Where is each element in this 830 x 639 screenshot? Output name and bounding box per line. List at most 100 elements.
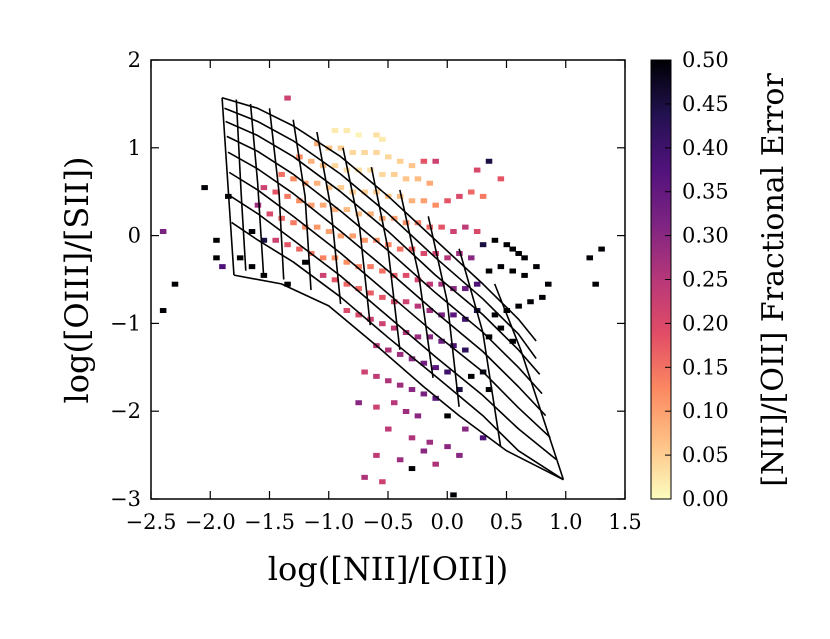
heatmap-cell-162 xyxy=(426,334,434,340)
x-tick-label: −2.0 xyxy=(185,510,236,534)
heatmap-cell-84 xyxy=(408,246,416,252)
heatmap-cell-87 xyxy=(444,255,451,261)
heatmap-cell-42 xyxy=(396,193,404,199)
heatmap-cell-59 xyxy=(367,211,374,217)
heatmap-cell-78 xyxy=(337,233,345,239)
colorbar-tick-label: 0.10 xyxy=(682,399,729,423)
heatmap-cell-158 xyxy=(379,321,386,327)
y-tick-label: −2 xyxy=(110,399,141,423)
heatmap-cell-107 xyxy=(367,264,374,270)
heatmap-cell-95 xyxy=(521,255,528,261)
heatmap-cell-125 xyxy=(592,281,599,287)
colorbar-tick-label: 0.15 xyxy=(682,355,729,379)
heatmap-cell-183 xyxy=(408,387,416,393)
colorbar-tick-label: 0.30 xyxy=(682,224,729,248)
heatmap-cell-133 xyxy=(302,259,309,265)
model-grid-line-b-6 xyxy=(342,147,372,326)
heatmap-cell-122 xyxy=(545,281,552,287)
heatmap-cell-17 xyxy=(485,158,493,164)
heatmap-cell-153 xyxy=(171,281,179,287)
heatmap-cell-3 xyxy=(355,132,362,138)
heatmap-cell-101 xyxy=(296,246,303,252)
heatmap-cell-116 xyxy=(473,281,481,287)
heatmap-cell-127 xyxy=(213,255,220,261)
heatmap-cell-69 xyxy=(201,185,208,191)
heatmap-cell-113 xyxy=(438,281,445,287)
heatmap-cell-0 xyxy=(284,95,291,101)
heatmap-cell-203 xyxy=(408,466,416,472)
heatmap-cell-80 xyxy=(361,237,368,243)
heatmap-cell-138 xyxy=(367,290,374,296)
heatmap-cell-196 xyxy=(408,435,416,441)
colorbar-tick-label: 0.45 xyxy=(682,92,729,116)
heatmap-cell-128 xyxy=(219,264,226,270)
heatmap-cell-188 xyxy=(373,404,380,410)
heatmap-cell-10 xyxy=(361,149,368,155)
heatmap-cell-134 xyxy=(319,272,327,278)
heatmap-cell-156 xyxy=(355,312,362,318)
heatmap-cell-165 xyxy=(462,347,469,353)
heatmap-cell-115 xyxy=(462,286,469,292)
heatmap-cell-71 xyxy=(254,202,262,208)
heatmap-cell-123 xyxy=(586,255,594,261)
heatmap-cell-96 xyxy=(159,229,167,234)
heatmap-cell-90 xyxy=(479,242,487,248)
heatmap-cell-148 xyxy=(491,312,499,318)
heatmap-cell-184 xyxy=(420,391,428,397)
model-grid-line-b-5 xyxy=(316,131,342,305)
heatmap-cell-85 xyxy=(420,250,428,256)
heatmap-cell-27 xyxy=(402,176,410,182)
heatmap-cell-185 xyxy=(432,395,439,401)
heatmap-cell-79 xyxy=(349,233,357,239)
heatmap-cell-181 xyxy=(385,378,392,384)
y-axis-ticks: −3 −2 −1 0 1 2 xyxy=(110,48,625,511)
heatmap-cell-73 xyxy=(278,215,285,221)
heatmap-cell-141 xyxy=(402,299,410,305)
heatmap-cell-112 xyxy=(426,281,434,287)
heatmap-cell-94 xyxy=(515,250,522,256)
heatmap-cell-164 xyxy=(450,343,457,349)
x-tick-label: −1.5 xyxy=(244,510,295,534)
heatmap-cell-54 xyxy=(308,202,315,208)
model-grid-line-b-7 xyxy=(370,166,401,350)
heatmap-cell-75 xyxy=(302,224,309,230)
heatmap-cell-36 xyxy=(325,185,333,191)
heatmap-cell-103 xyxy=(319,255,327,261)
heatmap-cell-44 xyxy=(420,198,428,204)
heatmap-cell-30 xyxy=(473,167,481,173)
heatmap-cell-26 xyxy=(390,171,398,177)
heatmap-cell-16 xyxy=(432,158,439,164)
heatmap-cell-179 xyxy=(361,369,368,375)
heatmap-cell-9 xyxy=(349,149,357,155)
heatmap-cell-200 xyxy=(396,457,404,463)
heatmap-cell-206 xyxy=(361,474,368,480)
heatmap-cell-155 xyxy=(343,308,351,314)
heatmap-cell-168 xyxy=(509,338,516,344)
model-grid-line-a-8 xyxy=(233,274,564,481)
heatmap-cell-48 xyxy=(467,189,475,195)
heatmap-cell-166 xyxy=(485,334,493,340)
heatmap-cell-182 xyxy=(396,382,404,388)
heatmap-cell-132 xyxy=(284,281,291,287)
heatmap-cell-142 xyxy=(414,303,422,309)
heatmap-cell-22 xyxy=(343,167,351,173)
heatmap-cell-167 xyxy=(497,325,505,331)
heatmap-cell-46 xyxy=(444,198,451,204)
heatmap-cell-1 xyxy=(331,128,339,134)
heatmap-cell-7 xyxy=(325,145,333,151)
heatmap-cell-189 xyxy=(390,400,398,406)
heatmap-cell-88 xyxy=(456,250,463,256)
x-tick-label: −1.0 xyxy=(303,510,354,534)
plot-frame xyxy=(150,59,626,500)
heatmap-cell-67 xyxy=(462,224,469,230)
x-tick-label: −2.5 xyxy=(126,510,177,534)
heatmap-cell-51 xyxy=(272,189,279,195)
colorbar-ticks: 0.00 0.05 0.10 0.15 0.20 0.25 0.30 0.35 0.40 0.45… xyxy=(665,48,729,511)
heatmap-cell-120 xyxy=(521,272,528,278)
model-grid-line-a-2 xyxy=(225,120,541,375)
model-grid-line-a-7 xyxy=(231,221,564,481)
model-grid-line-b-11 xyxy=(493,283,565,480)
heatmap-cell-23 xyxy=(355,167,362,173)
colorbar-tick-label: 0.35 xyxy=(682,180,729,204)
heatmap-cell-187 xyxy=(355,400,362,406)
